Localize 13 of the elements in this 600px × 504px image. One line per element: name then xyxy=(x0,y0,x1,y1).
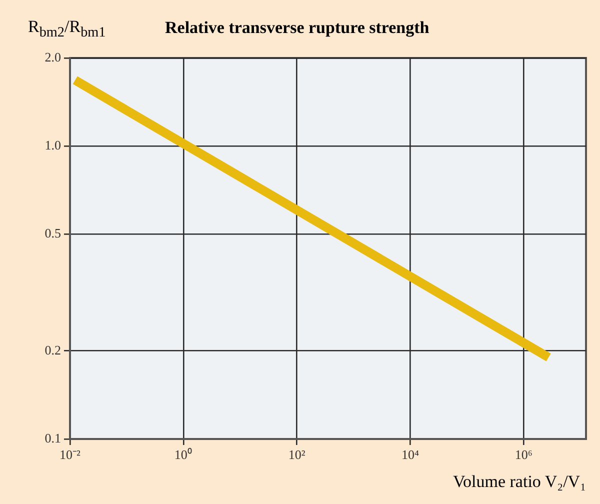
x-axis-title: Volume ratio V₂/V₁ xyxy=(452,472,586,492)
y-tick-label: 0.5 xyxy=(44,226,61,241)
x-tick-label: 10⁶ xyxy=(514,447,532,462)
y-tick-label: 2.0 xyxy=(44,49,61,64)
x-tick-label: 10⁰ xyxy=(174,447,192,462)
x-tick-label: 10² xyxy=(288,447,306,462)
x-tick-label: 10⁴ xyxy=(401,447,420,462)
y-axis-title: R$_{bm2}$/R$_{bm1}$ xyxy=(28,17,106,42)
x-tick-label: 10⁻² xyxy=(60,447,81,462)
y-tick-label: 1.0 xyxy=(44,138,61,153)
y-tick-label: 0.1 xyxy=(44,430,61,446)
y-tick-label: 0.2 xyxy=(44,342,61,358)
chart-title: Relative transverse rupture strength xyxy=(165,18,430,38)
